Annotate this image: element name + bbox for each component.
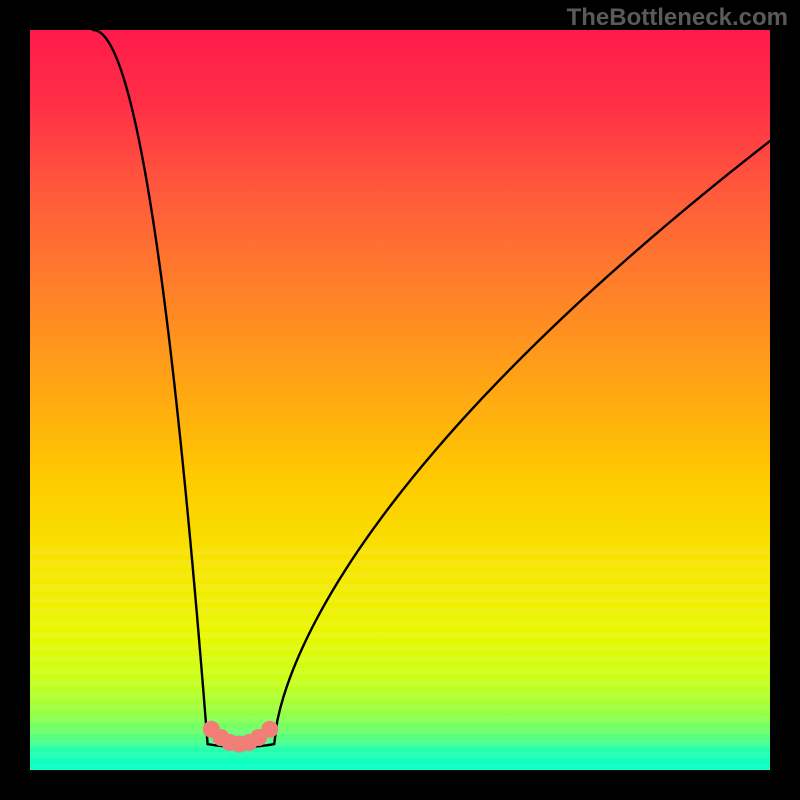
band-line [30,656,770,663]
band-line [30,668,770,675]
band-line [30,728,770,735]
chart-svg [0,0,800,800]
band-line [30,680,770,687]
band-line [30,632,770,639]
band-line [30,644,770,651]
band-line [30,560,770,567]
band-line [30,620,770,627]
band-line [30,704,770,711]
band-line [30,608,770,615]
band-line [30,692,770,699]
band-line [30,572,770,579]
band-line [30,764,770,771]
curve-marker [261,721,278,738]
band-line [30,752,770,759]
watermark-text: TheBottleneck.com [567,4,788,32]
band-line [30,548,770,555]
band-line [30,596,770,603]
band-line [30,716,770,723]
band-line [30,740,770,747]
band-line [30,584,770,591]
